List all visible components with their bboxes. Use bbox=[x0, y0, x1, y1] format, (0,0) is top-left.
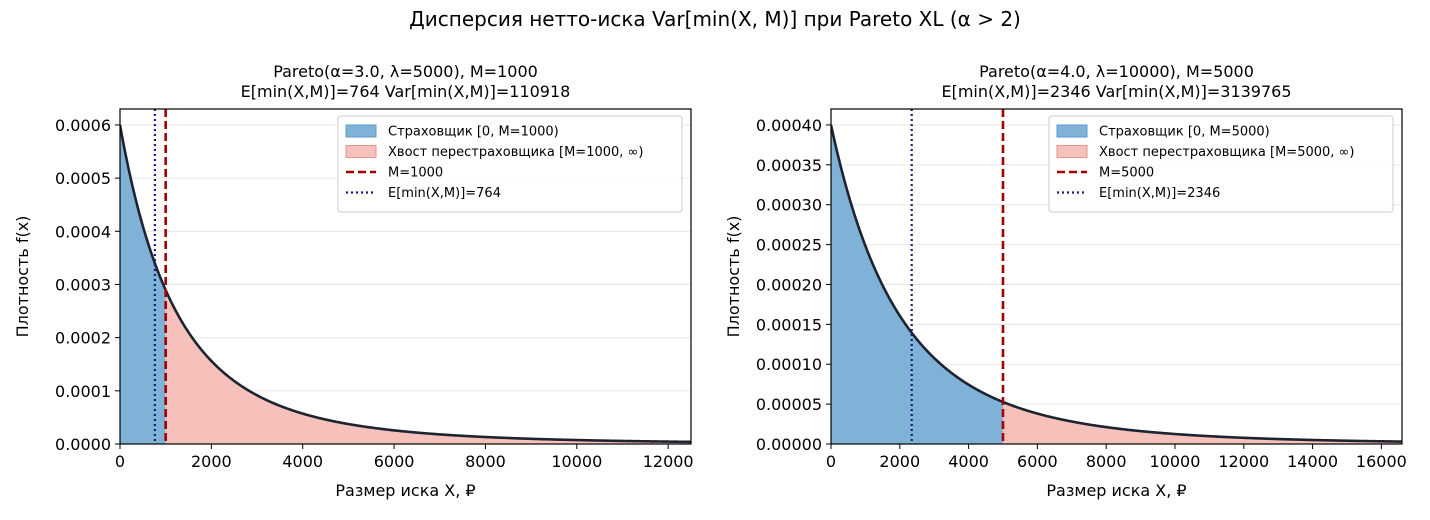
legend-swatch-tail bbox=[1056, 145, 1088, 158]
y-axis-label: Плотность f(x) bbox=[724, 216, 743, 338]
legend-label: Хвост перестраховщика [M=1000, ∞) bbox=[388, 145, 643, 160]
legend-swatch-insurer bbox=[1056, 124, 1088, 138]
insurer-area bbox=[831, 124, 1003, 444]
legend-label: M=5000 bbox=[1099, 166, 1154, 181]
y-tick-label: 0.0001 bbox=[55, 382, 111, 401]
x-axis-label: Размер иска X, ₽ bbox=[335, 481, 475, 500]
pdf-line bbox=[831, 124, 1402, 443]
insurer-area bbox=[120, 124, 166, 444]
y-tick-label: 0.00020 bbox=[756, 275, 822, 294]
chart-panel-1: Pareto(α=3.0, λ=5000), M=1000E[min(X,M)]… bbox=[13, 62, 694, 500]
chart-title-line1: Pareto(α=3.0, λ=5000), M=1000 bbox=[273, 62, 538, 81]
y-tick-label: 0.00010 bbox=[756, 355, 822, 374]
axes-frame bbox=[830, 108, 1403, 445]
legend-swatch-tail bbox=[345, 145, 377, 158]
legend-label: Хвост перестраховщика [M=5000, ∞) bbox=[1099, 145, 1354, 160]
legend-label: E[min(X,M)]=764 bbox=[388, 186, 501, 201]
y-tick-label: 0.0002 bbox=[55, 329, 111, 348]
y-tick-label: 0.00040 bbox=[756, 116, 822, 135]
legend-frame bbox=[337, 115, 683, 213]
x-tick-label: 0 bbox=[826, 452, 836, 471]
y-tick-label: 0.00030 bbox=[756, 196, 822, 215]
plot-area bbox=[120, 109, 691, 444]
legend-label: Страховщик [0, M=5000) bbox=[1099, 125, 1270, 140]
y-tick-label: 0.0006 bbox=[55, 116, 111, 135]
x-tick-label: 8000 bbox=[1086, 452, 1127, 471]
x-tick-label: 0 bbox=[115, 452, 125, 471]
x-tick-label: 2000 bbox=[879, 452, 920, 471]
y-tick-label: 0.0005 bbox=[55, 169, 111, 188]
legend-label: Страховщик [0, M=1000) bbox=[388, 125, 559, 140]
y-tick-label: 0.00000 bbox=[756, 435, 822, 454]
x-tick-label: 2000 bbox=[191, 452, 232, 471]
reinsurer-tail-area bbox=[165, 290, 691, 444]
x-tick-label: 12000 bbox=[1218, 452, 1269, 471]
y-tick-label: 0.0000 bbox=[55, 435, 111, 454]
pdf-line bbox=[120, 124, 691, 444]
x-tick-label: 4000 bbox=[948, 452, 989, 471]
reinsurer-tail-area bbox=[1002, 401, 1402, 444]
legend: Страховщик [0, M=5000) Хвост перестраховщ… bbox=[1048, 115, 1394, 213]
chart-title-line2: E[min(X,M)]=2346 Var[min(X,M)]=3139765 bbox=[941, 82, 1291, 101]
x-tick-label: 6000 bbox=[374, 452, 415, 471]
y-axis-label: Плотность f(x) bbox=[13, 216, 32, 338]
plot-area bbox=[831, 109, 1402, 444]
legend-swatch-insurer bbox=[345, 124, 377, 138]
x-tick-label: 10000 bbox=[1150, 452, 1201, 471]
x-tick-label: 12000 bbox=[643, 452, 694, 471]
x-tick-label: 14000 bbox=[1287, 452, 1338, 471]
x-tick-label: 8000 bbox=[465, 452, 506, 471]
y-tick-label: 0.00005 bbox=[756, 395, 822, 414]
x-tick-label: 16000 bbox=[1356, 452, 1407, 471]
y-tick-label: 0.0003 bbox=[55, 275, 111, 294]
chart-title-line2: E[min(X,M)]=764 Var[min(X,M)]=110918 bbox=[241, 82, 571, 101]
figure-title: Дисперсия нетто-иска Var[min(X, M)] при … bbox=[409, 7, 1021, 31]
y-tick-label: 0.00015 bbox=[756, 315, 822, 334]
chart-title-line1: Pareto(α=4.0, λ=10000), M=5000 bbox=[979, 62, 1254, 81]
legend-frame bbox=[1048, 115, 1394, 213]
chart-panel-2: Pareto(α=4.0, λ=10000), M=5000E[min(X,M)… bbox=[724, 62, 1407, 500]
legend-label: E[min(X,M)]=2346 bbox=[1099, 186, 1220, 201]
x-axis-label: Размер иска X, ₽ bbox=[1046, 481, 1186, 500]
x-tick-label: 6000 bbox=[1017, 452, 1058, 471]
y-tick-label: 0.00025 bbox=[756, 236, 822, 255]
x-tick-label: 4000 bbox=[282, 452, 323, 471]
x-tick-label: 10000 bbox=[551, 452, 602, 471]
axes-frame bbox=[119, 108, 692, 445]
legend-label: M=1000 bbox=[388, 166, 443, 181]
y-tick-label: 0.0004 bbox=[55, 222, 111, 241]
legend: Страховщик [0, M=1000) Хвост перестраховщ… bbox=[337, 115, 683, 213]
y-tick-label: 0.00035 bbox=[756, 156, 822, 175]
